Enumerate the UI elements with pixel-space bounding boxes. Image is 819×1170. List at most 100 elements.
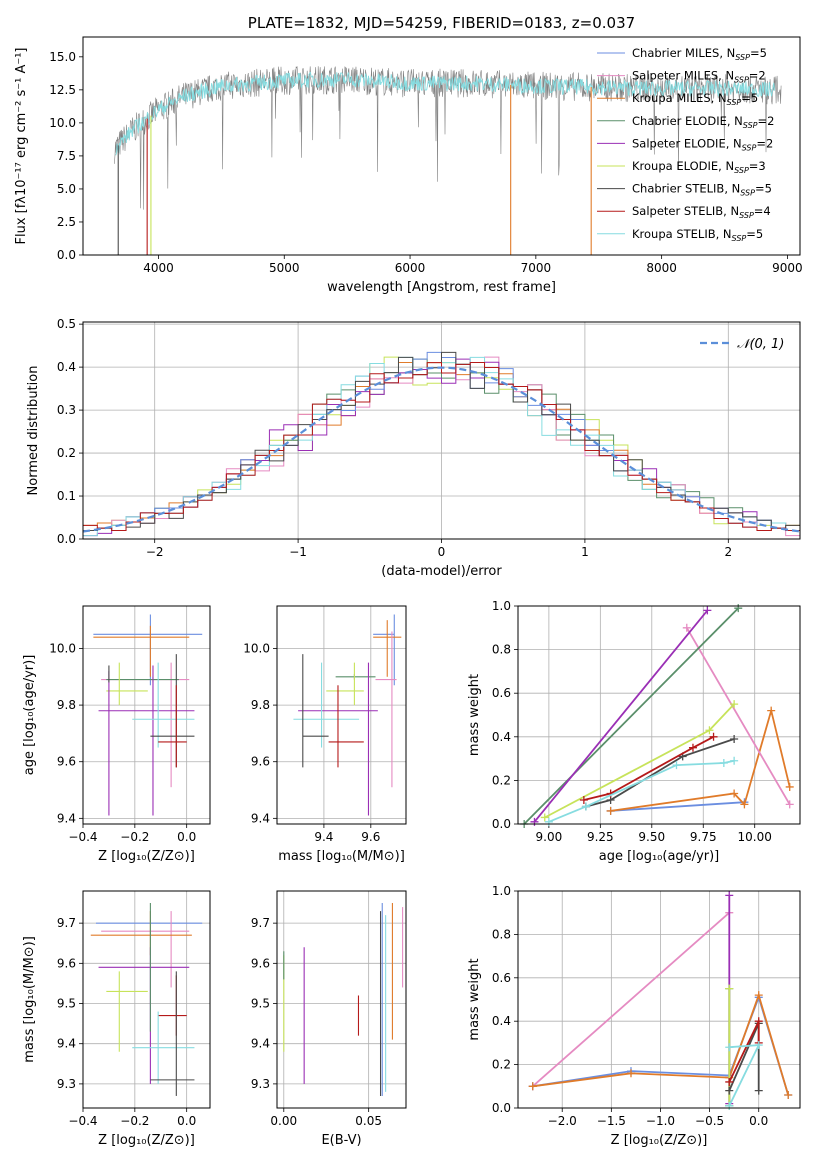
y-tick-label: 0.0: [57, 248, 76, 262]
y-tick-label: 9.3: [251, 1077, 270, 1091]
age_vs_mass-axes: 9.4 9.6 9.4 9.6 9.8 10.0 mass [log₁₀(M/M⊙)]: [243, 606, 406, 864]
y-tick-label: 0.8: [492, 643, 511, 657]
x-tick-label: 0.0: [749, 1114, 768, 1128]
y-tick-label: 0.6: [492, 971, 511, 985]
y-tick-label: 10.0: [243, 641, 270, 655]
weight-marker-kroupa_stelib: [719, 758, 728, 767]
weight-marker-kroupa_miles: [754, 991, 763, 1000]
weight-marker-kroupa_miles: [626, 1069, 635, 1078]
weight-marker-kroupa_miles: [528, 1082, 537, 1091]
histogram-salpeter_stelib: [82, 362, 800, 539]
x-tick-label: 4000: [143, 261, 174, 275]
x-tick-label: −0.2: [120, 830, 149, 844]
weight-marker-salpeter_miles: [682, 623, 691, 632]
spectrum-title: PLATE=1832, MJD=54259, FIBERID=0183, z=0…: [248, 14, 635, 32]
residuals-ylabel: Normed distribution: [26, 366, 41, 496]
spectrum-frame: [82, 36, 801, 256]
weight-marker-kroupa_miles: [740, 800, 749, 809]
weights_vs_Z-lines: [528, 891, 793, 1110]
residuals-axes: −2 −1 0 1 2 0.0 0.1 0.2 0.3 0.4 0.5 (data-model)/er…: [26, 317, 800, 579]
weight-line-chabrier_elodie: [523, 607, 739, 825]
x-tick-label: 9000: [772, 261, 803, 275]
weight-marker-kroupa_stelib: [730, 756, 739, 765]
x-tick-label: 9.6: [361, 830, 380, 844]
x-tick-label: 0.00: [270, 1114, 297, 1128]
mass_vs_Z-ylabel: mass [log₁₀(M/M⊙)]: [22, 936, 37, 1063]
x-tick-label: −0.5: [695, 1114, 724, 1128]
normal-legend-label: 𝒩(0, 1): [737, 337, 784, 352]
x-tick-label: 2: [724, 545, 732, 559]
x-tick-label: 0.05: [355, 1114, 382, 1128]
y-tick-label: 0.0: [492, 1101, 511, 1115]
y-tick-label: 0.5: [57, 317, 76, 331]
y-tick-label: 0.2: [57, 446, 76, 460]
spectrum-data-line: [114, 65, 782, 210]
legend-label: Chabrier STELIB, NSSP=5: [632, 182, 772, 198]
y-tick-label: 9.5: [57, 997, 76, 1011]
weights_vs_age-lines: [520, 604, 794, 828]
weight-line-chabrier_stelib: [728, 1023, 760, 1091]
y-tick-label: 7.5: [57, 149, 76, 163]
y-tick-label: 9.6: [57, 755, 76, 769]
mass_vs_ebv-frame: [276, 890, 407, 1109]
spectrum-axes: 4000 5000 6000 7000 8000 9000 0.0 2.5 5.0 7.5 10.0…: [14, 48, 803, 296]
mass_vs_Z-axes: −0.4 −0.2 0.0 9.3 9.4 9.5 9.6 9.7 Z [log₁₀(Z/Z⊙)…: [22, 891, 210, 1148]
weights_vs_Z-frame: [517, 890, 801, 1109]
x-tick-label: −0.2: [120, 1114, 149, 1128]
legend-label: Kroupa ELODIE, NSSP=3: [632, 159, 766, 175]
legend-label: Salpeter MILES, NSSP=2: [632, 69, 766, 85]
x-tick-label: 8000: [646, 261, 677, 275]
weights_vs_Z-ylabel: mass weight: [467, 958, 482, 1040]
spectrum-ylabel: Flux [fλ10⁻¹⁷ erg cm⁻² s⁻¹ A⁻¹]: [14, 48, 29, 245]
y-tick-label: 0.2: [492, 1058, 511, 1072]
x-tick-label: 9.00: [536, 830, 563, 844]
legend-label: Salpeter STELIB, NSSP=4: [632, 204, 771, 220]
y-tick-label: 9.3: [57, 1077, 76, 1091]
weight-marker-salpeter_elodie: [725, 891, 734, 900]
spectrum-legend: Chabrier MILES, NSSP=5 Salpeter MILES, NS…: [597, 46, 774, 243]
y-tick-label: 12.5: [49, 83, 76, 97]
weight-marker-chabrier_stelib: [725, 1086, 734, 1095]
age_vs_Z-ylabel: age [log₁₀(age/yr)]: [22, 655, 37, 776]
y-tick-label: 9.6: [57, 956, 76, 970]
x-tick-label: 6000: [395, 261, 426, 275]
mass_vs_ebv-points: [283, 903, 404, 1096]
y-tick-label: 9.6: [251, 755, 270, 769]
weight-line-salpeter_elodie: [533, 609, 709, 823]
y-tick-label: 1.0: [492, 884, 511, 898]
age_vs_mass-xlabel: mass [log₁₀(M/M⊙)]: [278, 849, 405, 864]
weight-marker-kroupa_stelib: [672, 761, 681, 770]
y-tick-label: 0.3: [57, 403, 76, 417]
weight-line-salpeter_stelib: [583, 736, 714, 801]
age_vs_Z-frame: [82, 605, 211, 825]
weights_vs_Z-axes: −2.0 −1.5 −1.0 −0.5 0.0 0.0 0.2 0.4 0.6 0.8 1.0 Z […: [467, 884, 800, 1148]
y-tick-label: 2.5: [57, 215, 76, 229]
x-tick-label: −1.5: [597, 1114, 626, 1128]
legend-label: Kroupa MILES, NSSP=5: [632, 91, 758, 107]
x-tick-label: 0.0: [177, 1114, 196, 1128]
weight-marker-salpeter_stelib: [725, 1077, 734, 1086]
x-tick-label: −2: [146, 545, 164, 559]
weights_vs_age-xlabel: age [log₁₀(age/yr)]: [599, 849, 720, 864]
weight-marker-kroupa_stelib: [544, 817, 553, 826]
x-tick-label: 1: [581, 545, 589, 559]
spectrum-model-line: [115, 71, 776, 156]
weight-line-kroupa_miles: [610, 707, 791, 812]
y-tick-label: 0.4: [492, 1014, 511, 1028]
weight-line-salpeter_miles: [686, 627, 791, 805]
y-tick-label: 9.7: [251, 916, 270, 930]
y-tick-label: 0.2: [492, 773, 511, 787]
weight-marker-kroupa_miles: [785, 782, 794, 791]
weights_vs_Z-xlabel: Z [log₁₀(Z/Z⊙)]: [611, 1133, 708, 1148]
age_vs_mass-points: [293, 614, 402, 816]
y-tick-label: 9.4: [251, 811, 270, 825]
mass_vs_Z-points: [90, 903, 203, 1096]
mass_vs_Z-frame: [82, 890, 211, 1109]
y-tick-label: 15.0: [49, 50, 76, 64]
y-tick-label: 5.0: [57, 182, 76, 196]
x-tick-label: 0: [438, 545, 446, 559]
weight-line-kroupa_stelib: [728, 1044, 761, 1107]
weight-marker-kroupa_stelib: [581, 802, 590, 811]
age_vs_Z-xlabel: Z [log₁₀(Z/Z⊙)]: [98, 849, 195, 864]
y-tick-label: 9.4: [57, 1037, 76, 1051]
